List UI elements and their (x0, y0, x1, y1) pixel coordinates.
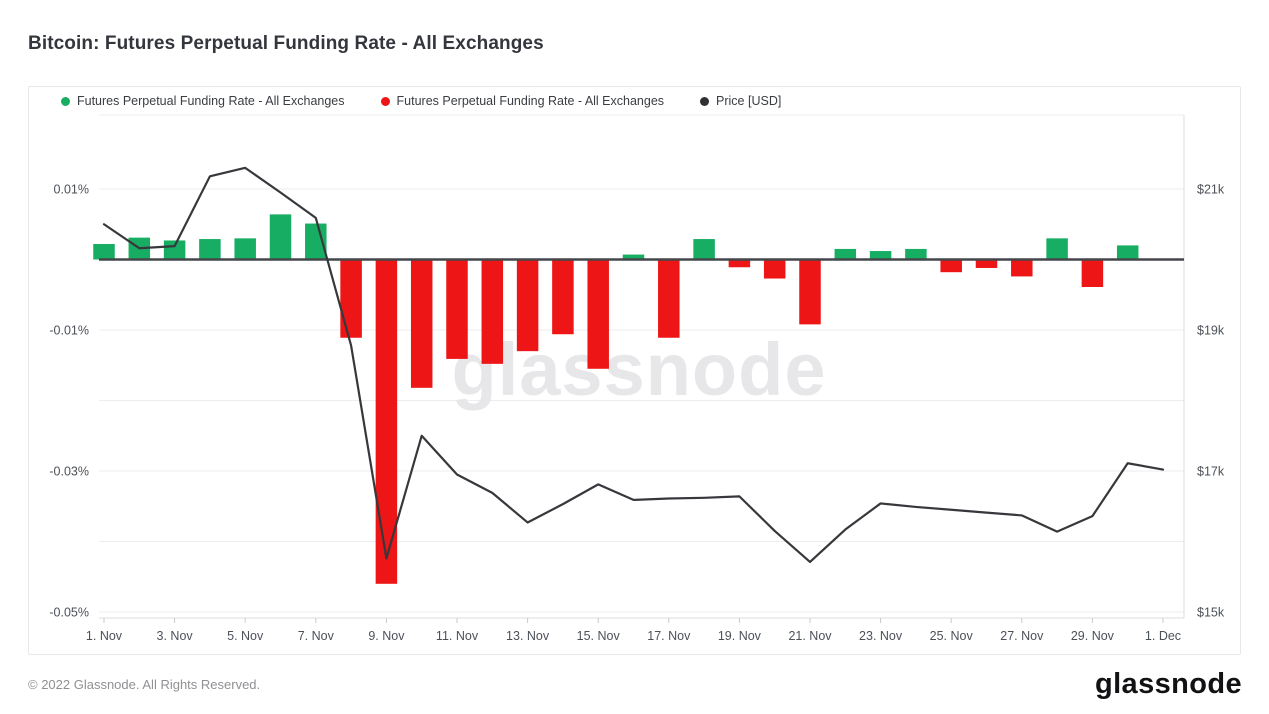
funding-bar (905, 248, 927, 260)
x-axis-tick-label: 3. Nov (157, 629, 194, 643)
funding-bar (1011, 259, 1033, 277)
funding-bar (481, 259, 504, 364)
glassnode-watermark-text: glassnode (452, 328, 827, 411)
x-axis-tick-label: 19. Nov (718, 629, 762, 643)
funding-bar (93, 243, 115, 260)
x-axis-tick-label: 7. Nov (298, 629, 335, 643)
x-axis-tick-label: 27. Nov (1000, 629, 1044, 643)
right-axis-tick-label: $21k (1197, 183, 1225, 197)
right-axis-tick-label: $17k (1197, 465, 1225, 479)
funding-bar (587, 259, 609, 369)
funding-bar (234, 238, 256, 260)
legend-label-funding-negative: Futures Perpetual Funding Rate - All Exc… (396, 94, 665, 108)
legend-label-funding-positive: Futures Perpetual Funding Rate - All Exc… (77, 94, 345, 108)
x-axis-tick-label: 1. Dec (1145, 629, 1181, 643)
funding-bar (763, 259, 786, 279)
chart-card: Futures Perpetual Funding Rate - All Exc… (28, 86, 1241, 655)
x-axis-tick-label: 17. Nov (647, 629, 691, 643)
chart-legend: Futures Perpetual Funding Rate - All Exc… (61, 87, 781, 115)
x-axis-tick-label: 29. Nov (1071, 629, 1115, 643)
page-footer: © 2022 Glassnode. All Rights Reserved. g… (28, 662, 1242, 706)
legend-dot-red-icon (380, 96, 390, 106)
funding-bar (1081, 259, 1104, 287)
funding-bar (340, 259, 362, 338)
left-axis-tick-label: 0.01% (54, 183, 89, 197)
left-axis-tick-label: -0.03% (49, 465, 89, 479)
funding-bar (834, 248, 857, 260)
funding-bar (975, 259, 998, 268)
funding-bar (269, 214, 292, 260)
right-axis-tick-label: $19k (1197, 324, 1225, 338)
funding-bar (199, 239, 221, 260)
funding-bar (410, 259, 433, 388)
x-axis-tick-label: 9. Nov (368, 629, 405, 643)
x-axis-tick-label: 5. Nov (227, 629, 264, 643)
page-title: Bitcoin: Futures Perpetual Funding Rate … (28, 33, 544, 54)
funding-bar (375, 259, 398, 584)
funding-bar (799, 259, 821, 325)
funding-bar (1046, 238, 1068, 260)
left-axis-tick-label: -0.05% (49, 606, 89, 620)
funding-bar (693, 239, 715, 260)
legend-item-funding-positive[interactable]: Futures Perpetual Funding Rate - All Exc… (61, 94, 345, 108)
funding-bar (658, 259, 680, 338)
funding-bar (728, 259, 751, 268)
copyright-text: © 2022 Glassnode. All Rights Reserved. (28, 676, 261, 692)
legend-item-price[interactable]: Price [USD] (700, 94, 781, 108)
legend-item-funding-negative[interactable]: Futures Perpetual Funding Rate - All Exc… (380, 94, 665, 108)
x-axis-tick-label: 21. Nov (788, 629, 832, 643)
legend-label-price: Price [USD] (716, 94, 782, 108)
funding-bar (516, 259, 539, 352)
x-axis-tick-label: 25. Nov (930, 629, 974, 643)
funding-bar (622, 254, 645, 260)
left-axis-tick-label: -0.01% (49, 324, 89, 338)
funding-rate-price-chart[interactable]: glassnode 1. Nov 3. Nov 5. Nov 7. Nov 9. Nov 1… (29, 87, 1240, 654)
funding-bar (869, 251, 892, 260)
price-line (102, 166, 1165, 564)
x-axis-tick-label: 15. Nov (577, 629, 621, 643)
x-axis-tick-label: 23. Nov (859, 629, 903, 643)
x-axis-tick-label: 1. Nov (86, 629, 123, 643)
legend-dot-dark-icon (700, 96, 710, 106)
x-axis-tick-label: 13. Nov (506, 629, 550, 643)
funding-bar (1116, 245, 1139, 260)
funding-bar (446, 259, 468, 359)
x-axis-tick-label: 11. Nov (436, 629, 479, 643)
funding-bar (305, 223, 327, 260)
right-axis-tick-label: $15k (1197, 606, 1225, 620)
funding-bar (940, 259, 962, 273)
legend-dot-green-icon (61, 96, 70, 106)
glassnode-logo: glassnode (1094, 667, 1242, 700)
funding-bar (552, 259, 574, 335)
funding-bar (163, 240, 186, 260)
